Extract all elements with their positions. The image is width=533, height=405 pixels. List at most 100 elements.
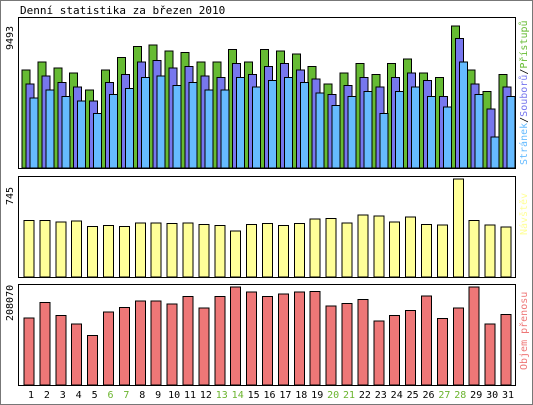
traffic-bar-stránek-day-14: [236, 77, 246, 169]
x-tick-day-13: 13: [216, 390, 228, 401]
x-tick-day-28: 28: [454, 390, 466, 401]
x-tick-day-9: 9: [155, 390, 161, 401]
traffic-bars: [21, 25, 516, 169]
bandwidth-bar-objem-přenosu-day-4: [71, 323, 83, 386]
traffic-bar-stránek-day-4: [77, 100, 87, 169]
bandwidth-bar-objem-přenosu-day-16: [262, 296, 273, 386]
visits-bar-návštěv-day-26: [421, 223, 432, 278]
x-tick-day-20: 20: [327, 390, 339, 401]
bandwidth-bar-objem-přenosu-day-6: [103, 311, 114, 386]
traffic-bar-stránek-day-13: [220, 89, 230, 169]
traffic-bar-stránek-day-5: [93, 112, 103, 169]
bandwidth-bar-objem-přenosu-day-27: [436, 318, 448, 386]
bandwidth-side-label: Objem přenosu: [518, 292, 530, 370]
traffic-side-label-part-1: /: [519, 117, 530, 123]
visits-bar-návštěv-day-16: [262, 223, 273, 278]
traffic-bar-stránek-day-8: [140, 77, 150, 169]
traffic-bar-stránek-day-3: [61, 95, 71, 169]
traffic-bar-stránek-day-21: [347, 95, 357, 169]
traffic-bar-stránek-day-1: [29, 97, 39, 169]
visits-bar-návštěv-day-29: [468, 219, 480, 278]
traffic-side-label-part-4: Přístupů: [518, 20, 530, 68]
bandwidth-bars: [23, 286, 512, 386]
x-tick-day-4: 4: [76, 390, 82, 401]
visits-bars: [23, 178, 512, 278]
visits-ymax-label: 745: [5, 187, 16, 205]
x-tick-day-5: 5: [92, 390, 98, 401]
traffic-bar-stránek-day-2: [45, 89, 55, 169]
traffic-bar-stránek-day-7: [124, 88, 134, 169]
bandwidth-bar-objem-přenosu-day-22: [357, 298, 369, 386]
traffic-side-label-part-0: Stránek: [518, 123, 530, 165]
visits-bar-návštěv-day-21: [341, 222, 353, 278]
visits-bar-návštěv-day-7: [118, 225, 130, 278]
traffic-bar-stránek-day-15: [252, 86, 262, 169]
visits-bar-návštěv-day-18: [293, 223, 305, 278]
bandwidth-bar-objem-přenosu-day-14: [230, 286, 242, 386]
traffic-bar-stránek-day-6: [109, 94, 118, 169]
bandwidth-bar-objem-přenosu-day-29: [468, 286, 480, 386]
bandwidth-bar-objem-přenosu-day-20: [325, 305, 337, 386]
visits-bar-návštěv-day-9: [150, 222, 162, 278]
x-tick-day-22: 22: [359, 390, 371, 401]
visits-bar-návštěv-day-17: [277, 225, 289, 278]
visits-bar-návštěv-day-22: [357, 214, 369, 278]
x-tick-day-3: 3: [60, 390, 66, 401]
bandwidth-bar-objem-přenosu-day-15: [246, 291, 258, 386]
visits-bar-návštěv-day-2: [39, 219, 51, 278]
traffic-bar-stránek-day-23: [379, 112, 389, 169]
traffic-bar-stránek-day-30: [490, 136, 500, 169]
traffic-bar-stránek-day-24: [395, 91, 405, 169]
traffic-bar-stránek-day-29: [474, 94, 484, 169]
bandwidth-bar-objem-přenosu-day-5: [87, 335, 99, 386]
x-tick-day-6: 6: [107, 390, 113, 401]
bandwidth-bar-objem-přenosu-day-23: [373, 320, 385, 386]
traffic-bar-stránek-day-25: [411, 86, 421, 169]
bandwidth-bar-objem-přenosu-day-26: [421, 295, 432, 386]
bandwidth-bar-objem-přenosu-day-10: [166, 303, 178, 386]
visits-bar-návštěv-day-12: [198, 223, 210, 278]
traffic-bar-stránek-day-17: [283, 77, 293, 169]
visits-side-label: Návštěv: [518, 193, 530, 235]
x-axis-day-labels: 1 2 3 4 5 6 7 8 9 10 11 12 13 14 15 16 17 18 19 20 21 22 23 24 2…: [28, 390, 514, 401]
x-tick-day-25: 25: [407, 390, 419, 401]
x-tick-day-27: 27: [438, 390, 450, 401]
x-tick-day-8: 8: [139, 390, 145, 401]
x-tick-day-19: 19: [311, 390, 323, 401]
traffic-bar-stránek-day-28: [458, 61, 468, 169]
traffic-bar-stránek-day-20: [331, 105, 341, 169]
bandwidth-bar-objem-přenosu-day-30: [484, 323, 496, 386]
visits-bar-návštěv-day-31: [500, 226, 512, 278]
bandwidth-bar-objem-přenosu-day-8: [134, 300, 146, 386]
visits-bar-návštěv-day-13: [214, 225, 226, 278]
traffic-ymax-label: 9493: [5, 26, 16, 50]
bandwidth-bar-objem-přenosu-day-28: [452, 307, 464, 386]
visits-bar-návštěv-day-14: [230, 230, 242, 278]
x-tick-day-23: 23: [375, 390, 387, 401]
visits-bar-návštěv-day-24: [389, 221, 401, 278]
bandwidth-bar-objem-přenosu-day-1: [23, 317, 35, 386]
visits-bar-návštěv-day-15: [246, 223, 258, 278]
x-tick-day-21: 21: [343, 390, 355, 401]
traffic-side-label: Stránek/Souborů/Přístupů: [518, 20, 530, 165]
x-tick-day-12: 12: [200, 390, 212, 401]
visits-side-label-part-0: Návštěv: [518, 193, 530, 235]
x-tick-day-1: 1: [28, 390, 34, 401]
visits-bar-návštěv-day-28: [452, 178, 464, 278]
x-tick-day-18: 18: [295, 390, 307, 401]
visits-bar-návštěv-day-5: [87, 225, 99, 278]
traffic-bar-stránek-day-19: [315, 92, 325, 169]
bandwidth-bar-objem-přenosu-day-24: [389, 314, 401, 386]
x-tick-day-31: 31: [502, 390, 514, 401]
bandwidth-bar-objem-přenosu-day-25: [405, 310, 417, 386]
visits-bar-návštěv-day-30: [484, 224, 496, 278]
traffic-bar-stránek-day-10: [172, 84, 182, 169]
x-tick-day-30: 30: [486, 390, 498, 401]
bandwidth-bar-objem-přenosu-day-7: [118, 306, 130, 386]
visits-bar-návštěv-day-8: [134, 222, 146, 278]
visits-bar-návštěv-day-1: [23, 219, 35, 278]
x-tick-day-17: 17: [279, 390, 291, 401]
visits-bar-návštěv-day-6: [103, 225, 114, 278]
traffic-side-label-part-2: Souborů: [518, 75, 530, 117]
traffic-bar-stránek-day-16: [268, 80, 277, 169]
